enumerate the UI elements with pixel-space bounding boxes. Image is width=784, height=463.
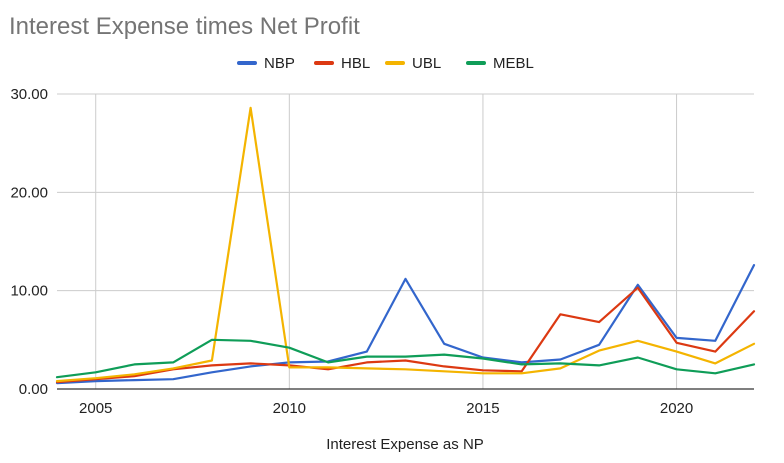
x-tick-label: 2015 [466, 400, 499, 417]
chart-title: Interest Expense times Net Profit [9, 13, 360, 40]
x-tick-label: 2005 [79, 400, 112, 417]
x-tick-label: 2020 [660, 400, 693, 417]
series-layer [55, 106, 756, 385]
legend-label: HBL [341, 55, 370, 72]
legend-label: NBP [264, 55, 295, 72]
y-tick-label: 0.00 [19, 381, 48, 398]
legend-label: UBL [412, 55, 441, 72]
y-tick-label: 30.00 [10, 86, 48, 103]
x-axis-title: Interest Expense as NP [326, 436, 484, 453]
grid-layer [57, 93, 754, 389]
y-tick-label: 10.00 [10, 283, 48, 300]
series-line-ubl [55, 106, 756, 383]
x-tick-label: 2010 [273, 400, 306, 417]
series-line-mebl [55, 338, 756, 379]
legend-item-nbp: NBP [237, 55, 295, 72]
legend-item-hbl: HBL [314, 55, 370, 72]
axis-layer: 0.00 10.00 20.00 30.00 2005 2010 2015 2020 [10, 86, 754, 417]
legend-item-mebl: MEBL [466, 55, 534, 72]
legend-label: MEBL [493, 55, 534, 72]
y-tick-label: 20.00 [10, 184, 48, 201]
series-line-nbp [55, 264, 756, 385]
legend: NBP HBL UBL MEBL [237, 55, 534, 72]
legend-item-ubl: UBL [385, 55, 441, 72]
